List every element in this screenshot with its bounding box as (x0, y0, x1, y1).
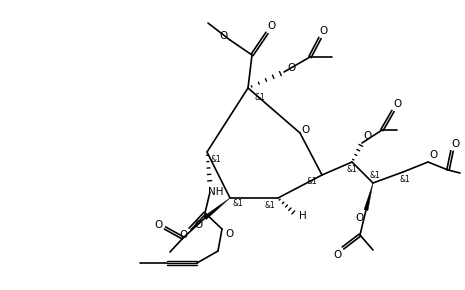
Text: O: O (301, 125, 309, 135)
Text: O: O (179, 230, 187, 240)
Text: O: O (429, 150, 437, 160)
Text: O: O (451, 139, 459, 149)
Text: &1: &1 (232, 200, 243, 209)
Text: O: O (287, 63, 295, 73)
Text: O: O (356, 213, 364, 223)
Text: O: O (194, 220, 202, 230)
Text: O: O (225, 229, 233, 239)
Text: O: O (320, 26, 328, 36)
Text: NH: NH (208, 187, 224, 197)
Text: &1: &1 (306, 177, 318, 186)
Polygon shape (364, 183, 373, 211)
Text: H: H (299, 211, 307, 221)
Text: &1: &1 (346, 166, 358, 175)
Polygon shape (204, 198, 230, 220)
Text: &1: &1 (265, 202, 275, 211)
Text: &1: &1 (399, 175, 411, 184)
Text: O: O (333, 250, 341, 260)
Text: O: O (393, 99, 401, 109)
Text: &1: &1 (255, 93, 266, 102)
Text: O: O (154, 220, 162, 230)
Text: &1: &1 (370, 171, 380, 180)
Text: O: O (364, 131, 372, 141)
Text: &1: &1 (211, 155, 221, 164)
Text: O: O (219, 31, 227, 41)
Text: O: O (268, 21, 276, 31)
